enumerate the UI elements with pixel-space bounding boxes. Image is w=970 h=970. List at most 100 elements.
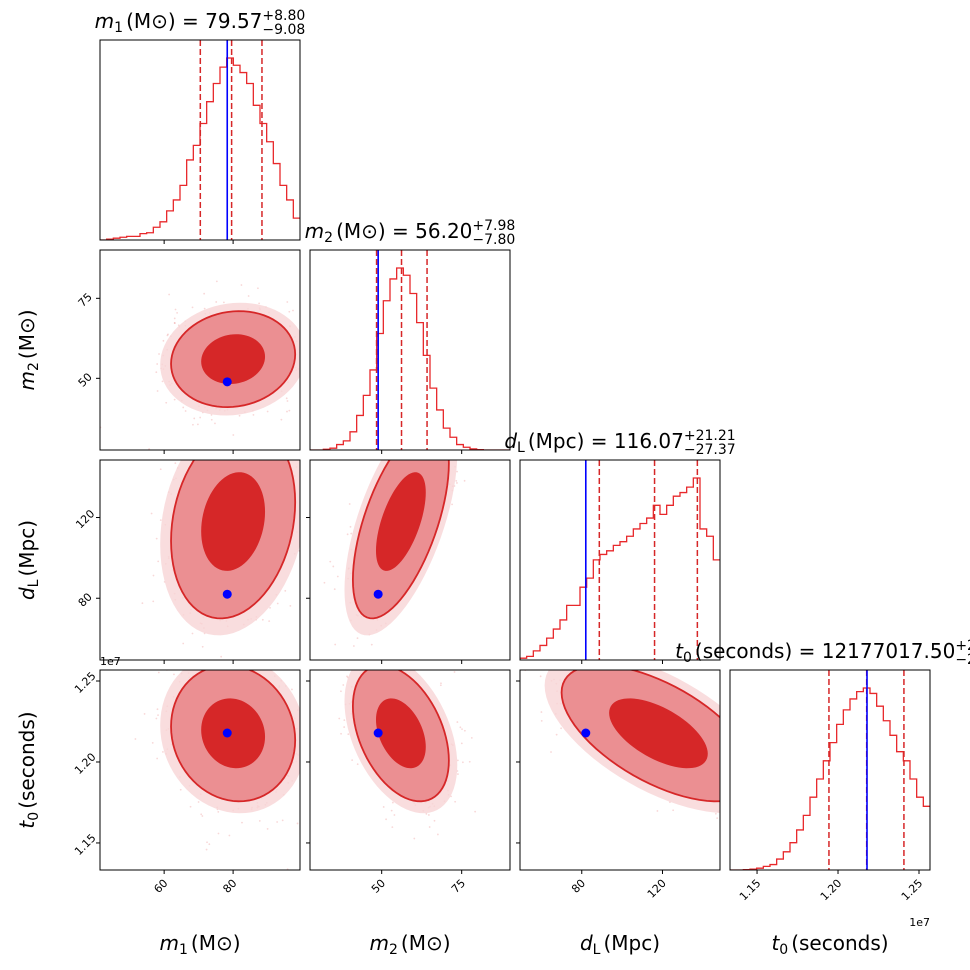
sample-point [409, 422, 411, 424]
sample-point [798, 776, 800, 778]
sample-point [750, 766, 752, 768]
sample-point [350, 532, 353, 535]
sample-point [174, 462, 177, 465]
sample-point [323, 581, 326, 584]
sample-point [301, 469, 303, 471]
sample-point [288, 310, 291, 313]
sample-point [737, 792, 739, 794]
sample-point [618, 668, 620, 670]
sample-point [338, 777, 340, 779]
truth-marker [581, 728, 591, 738]
contour-panel-m1-t0: 60 80 1.15 1.20 1.25 [72, 648, 340, 896]
sample-point [316, 501, 318, 503]
sample-point [602, 656, 604, 658]
param-subscript: 2 [26, 362, 42, 371]
sample-point [247, 295, 250, 297]
histogram-panel-t0: t0(seconds) = 12177017.50+23−24 1.15 1.20 1… [675, 638, 970, 903]
sample-point [560, 727, 563, 730]
x-tick-label: 1.15 [737, 877, 764, 904]
sample-point [265, 428, 267, 430]
sample-point [436, 833, 439, 836]
sample-point [385, 818, 387, 821]
contour-panel-m1-m2: 50 75 [76, 249, 301, 457]
sample-point [792, 791, 794, 793]
sample-point [398, 661, 400, 663]
sample-point [440, 448, 442, 450]
sample-point [522, 639, 524, 641]
sample-point [456, 425, 458, 427]
sample-point [184, 410, 187, 412]
sample-point [333, 588, 336, 591]
sample-point [255, 420, 257, 422]
sample-point [155, 371, 158, 374]
sample-point [256, 666, 258, 668]
sample-point [225, 654, 227, 656]
x-axis-label-t0: t0 (seconds) [771, 931, 888, 958]
sample-point [440, 682, 442, 685]
sample-point [226, 417, 228, 419]
sample-point [349, 525, 352, 528]
panel-frame [99, 459, 301, 661]
sample-point [459, 423, 461, 425]
sample-point [805, 846, 807, 848]
sample-point [572, 630, 574, 632]
sample-point [634, 664, 636, 666]
sample-point [141, 602, 144, 605]
sample-point [307, 727, 309, 729]
histogram-panel-dL: dL (Mpc) = 116.07+21.21 −27.37 [504, 428, 736, 664]
sample-point [451, 503, 453, 506]
sample-point [336, 635, 338, 637]
panel-content [522, 630, 807, 848]
sample-point [225, 455, 227, 457]
x-tick-label: 120 [645, 877, 669, 901]
sample-point [433, 446, 435, 448]
sample-point [763, 783, 765, 785]
sample-point [777, 803, 779, 805]
sample-point [345, 661, 347, 663]
sample-point [171, 424, 173, 426]
sample-point [222, 424, 224, 426]
sample-point [447, 446, 449, 448]
sample-point [445, 431, 447, 433]
sample-point [414, 413, 416, 415]
sample-point [346, 675, 348, 678]
sample-point [449, 440, 451, 442]
contour-1sigma [375, 472, 426, 571]
contour-1sigma [609, 698, 708, 769]
sample-point [450, 447, 452, 449]
sample-point [173, 322, 176, 325]
param-subscript: 2 [324, 230, 333, 246]
x-tick-label: 50 [369, 877, 388, 896]
sample-point [301, 750, 303, 752]
sample-point [222, 301, 225, 304]
sample-point [759, 743, 761, 745]
sample-point [215, 301, 218, 303]
param-symbol: t [15, 820, 39, 829]
sample-point [410, 405, 412, 407]
sample-point [191, 648, 193, 650]
sample-point [370, 664, 372, 666]
sample-point [575, 664, 577, 666]
sample-point [441, 452, 443, 454]
sample-point [752, 693, 754, 695]
sample-point [428, 403, 430, 405]
sample-point [540, 711, 543, 713]
sample-point [439, 423, 441, 425]
sample-point [203, 307, 206, 310]
sample-point [302, 757, 304, 759]
param-subscript: 2 [389, 942, 398, 958]
sample-point [474, 810, 477, 813]
sample-point [465, 388, 467, 390]
sample-point [793, 788, 795, 790]
sample-point [587, 665, 589, 667]
sample-point [429, 438, 431, 440]
sample-point [369, 666, 371, 668]
sample-point [238, 417, 240, 419]
x-tick-label: 80 [569, 877, 588, 896]
sample-point [199, 416, 202, 419]
histogram-panel-m1: m1 (M⊙) = 79.57+8.80 −9.08 [95, 8, 305, 244]
sample-point [264, 662, 266, 664]
sample-point [782, 756, 784, 758]
param-unit: (M⊙) [15, 309, 39, 359]
sample-point [253, 664, 255, 666]
